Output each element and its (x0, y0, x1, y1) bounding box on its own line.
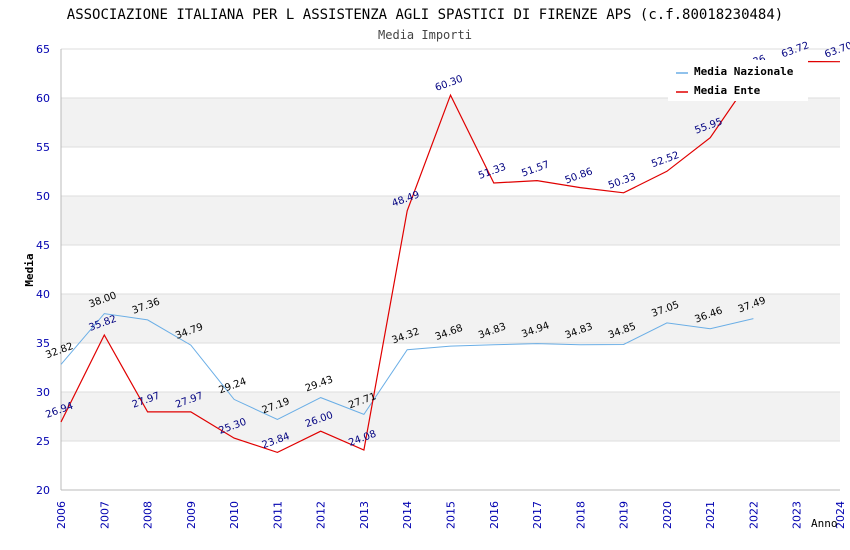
x-tick-label: 2011 (271, 501, 284, 529)
series-line-media-ente (60, 60, 841, 454)
y-ticks: 20 25 30 35 40 45 50 55 60 65 (36, 43, 50, 497)
x-ticks: 2006 2007 2008 2009 2010 2011 2012 2013 2014 2015… (55, 501, 847, 529)
x-tick-label: 2024 (834, 501, 847, 529)
x-tick-label: 2009 (185, 501, 198, 529)
x-tick-label: 2022 (747, 501, 760, 529)
series-line-media-nazionale (60, 313, 754, 421)
y-tick-label: 30 (36, 386, 50, 399)
x-tick-label: 2021 (704, 501, 717, 529)
chart-title: ASSOCIAZIONE ITALIANA PER L ASSISTENZA A… (67, 7, 783, 23)
x-tick-label: 2019 (618, 501, 631, 529)
grid-band (61, 441, 840, 490)
y-tick-label: 60 (36, 92, 50, 105)
grid-band (61, 196, 840, 245)
grid-band (61, 98, 840, 147)
legend-box (668, 60, 808, 101)
y-tick-label: 55 (36, 141, 50, 154)
legend: Media Nazionale Media Ente (668, 60, 808, 101)
x-tick-label: 2018 (574, 501, 587, 529)
series-lines (60, 60, 841, 454)
x-tick-label: 2016 (488, 501, 501, 529)
x-tick-label: 2013 (358, 501, 371, 529)
x-tick-label: 2010 (228, 501, 241, 529)
grid-band (61, 245, 840, 294)
gridlines (61, 48, 840, 491)
grid-bands (61, 49, 840, 490)
x-tick-label: 2007 (98, 501, 111, 529)
chart-subtitle: Media Importi (378, 28, 472, 42)
x-tick-label: 2017 (531, 501, 544, 529)
legend-label-ente: Media Ente (694, 84, 761, 97)
x-tick-label: 2023 (791, 501, 804, 529)
grid-band (61, 294, 840, 343)
y-tick-label: 40 (36, 288, 50, 301)
legend-label-naz: Media Nazionale (694, 65, 794, 78)
y-tick-label: 45 (36, 239, 50, 252)
x-tick-label: 2020 (661, 501, 674, 529)
x-tick-label: 2015 (445, 501, 458, 529)
x-tick-label: 2008 (142, 501, 155, 529)
x-tick-label: 2006 (55, 501, 68, 529)
y-tick-label: 65 (36, 43, 50, 56)
grid-band (61, 392, 840, 441)
grid-band (61, 147, 840, 196)
y-tick-label: 25 (36, 435, 50, 448)
x-tick-label: 2012 (315, 501, 328, 529)
axes (60, 49, 840, 491)
grid-band (61, 343, 840, 392)
x-axis-label: Anno (811, 517, 838, 530)
y-tick-label: 20 (36, 484, 50, 497)
y-tick-label: 50 (36, 190, 50, 203)
x-tick-label: 2014 (401, 501, 414, 529)
y-axis-label: Media (23, 253, 36, 286)
y-tick-label: 35 (36, 337, 50, 350)
